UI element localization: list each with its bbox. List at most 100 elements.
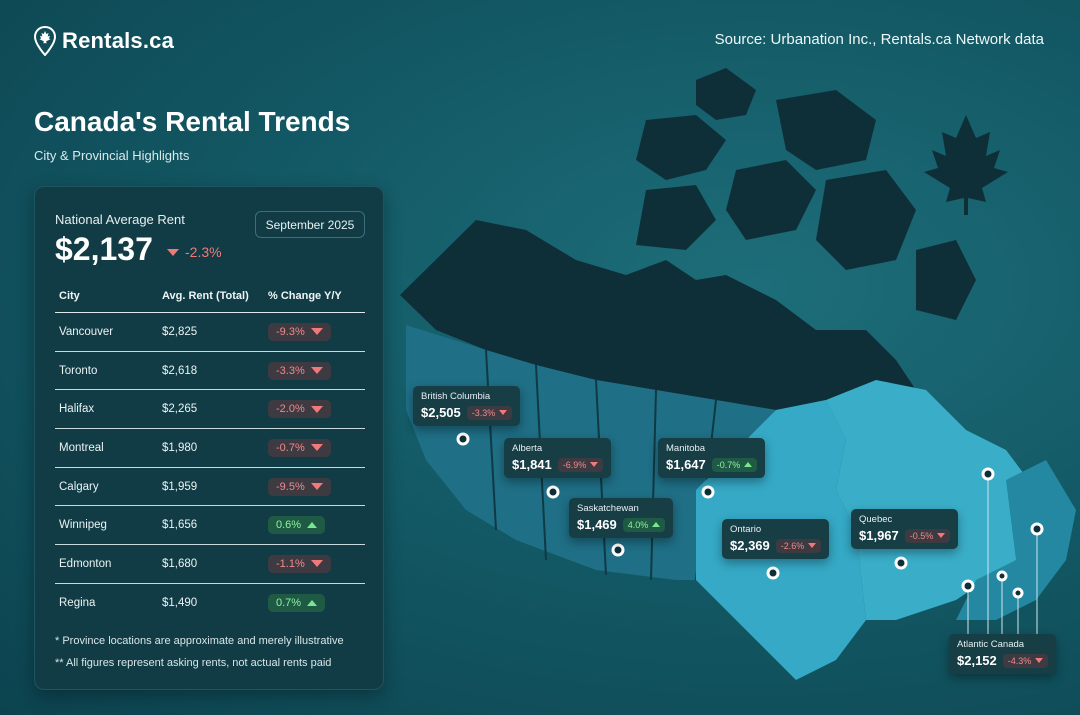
province-change-badge: 4.0% xyxy=(622,517,666,532)
province-rent: $2,369 xyxy=(730,538,770,553)
province-card-quebec[interactable]: Quebec $1,967 -0.5% xyxy=(851,509,959,549)
change-cell: -9.3% xyxy=(268,322,365,341)
city-name: Montreal xyxy=(59,441,104,454)
quebec-shape xyxy=(826,380,1036,620)
province-card-ontario[interactable]: Ontario $2,369 -2.6% xyxy=(722,519,830,559)
city-name: Vancouver xyxy=(59,325,114,338)
province-name: Alberta xyxy=(512,443,543,454)
pin-atlantic-2[interactable] xyxy=(1030,522,1044,536)
province-change-badge: -3.3% xyxy=(466,405,513,420)
province-name: Atlantic Canada xyxy=(957,639,1025,650)
pin-saskatchewan[interactable] xyxy=(611,543,625,557)
province-values: $2,152 -4.3% xyxy=(957,653,1049,668)
province-values: $1,647 -0.7% xyxy=(666,457,758,472)
header-city: City xyxy=(59,289,80,302)
table-header: City Avg. Rent (Total) % Change Y/Y xyxy=(55,279,365,313)
down-arrow-icon xyxy=(499,410,508,415)
national-change-value: -2.3% xyxy=(185,244,222,260)
province-values: $2,369 -2.6% xyxy=(730,538,822,553)
header-change: % Change Y/Y xyxy=(268,289,342,302)
province-rent: $2,152 xyxy=(957,653,997,668)
source-note: Source: Urbanation Inc., Rentals.ca Netw… xyxy=(714,31,1044,48)
change-cell: 0.6% xyxy=(268,516,365,535)
pin-ontario[interactable] xyxy=(766,566,780,580)
city-rent-table: City Avg. Rent (Total) % Change Y/Y Vanc… xyxy=(55,279,365,623)
province-values: $1,469 4.0% xyxy=(577,517,666,532)
pin-manitoba[interactable] xyxy=(701,485,715,499)
avg-rent: $1,680 xyxy=(162,557,198,570)
national-average-value: $2,137 xyxy=(55,231,153,267)
pin-atlantic-1[interactable] xyxy=(981,467,995,481)
map-pin-maple-leaf-icon xyxy=(34,26,56,56)
canada-map: British Columbia $2,505 -3.3% Alberta $1,841… xyxy=(396,60,1080,715)
national-change: -2.3% xyxy=(167,244,222,260)
down-arrow-icon xyxy=(808,543,817,548)
city-name: Edmonton xyxy=(59,557,112,570)
down-arrow-icon xyxy=(167,248,179,256)
brand-logo[interactable]: Rentals.ca xyxy=(34,26,174,56)
province-card-atlantic-canada[interactable]: Atlantic Canada $2,152 -4.3% xyxy=(949,634,1057,674)
province-values: $2,505 -3.3% xyxy=(421,405,513,420)
change-cell: -2.0% xyxy=(268,400,365,419)
page-title: Canada's Rental Trends xyxy=(34,106,351,137)
down-arrow-icon xyxy=(310,560,323,568)
avg-rent: $1,490 xyxy=(162,597,198,610)
province-change: -3.3% xyxy=(471,407,496,418)
footnote-1: * Province locations are approximate and… xyxy=(55,635,344,647)
avg-rent: $2,825 xyxy=(162,325,198,338)
province-card-saskatchewan[interactable]: Saskatchewan $1,469 4.0% xyxy=(569,498,674,538)
province-change-badge: -0.7% xyxy=(711,457,758,472)
down-arrow-icon xyxy=(1035,658,1044,663)
change-cell: -9.5% xyxy=(268,477,365,496)
province-change: -0.7% xyxy=(716,459,741,470)
change-badge: -3.3% xyxy=(268,361,331,380)
change-badge: -0.7% xyxy=(268,438,331,457)
header-avg-rent: Avg. Rent (Total) xyxy=(162,289,249,302)
pin-atlantic-4[interactable] xyxy=(996,570,1008,582)
change-value: -0.7% xyxy=(276,441,305,454)
change-badge: -2.0% xyxy=(268,400,331,419)
change-value: 0.7% xyxy=(276,597,302,610)
page-subtitle: City & Provincial Highlights xyxy=(34,148,190,163)
province-rent: $2,505 xyxy=(421,405,461,420)
province-rent: $1,469 xyxy=(577,517,617,532)
city-name: Regina xyxy=(59,597,96,610)
province-name: Ontario xyxy=(730,524,762,535)
down-arrow-icon xyxy=(310,444,323,452)
avg-rent: $2,265 xyxy=(162,403,198,416)
province-change-badge: -0.5% xyxy=(904,528,951,543)
up-arrow-icon xyxy=(307,600,318,607)
province-values: $1,967 -0.5% xyxy=(859,528,951,543)
change-badge: -1.1% xyxy=(268,554,331,573)
up-arrow-icon xyxy=(652,522,661,527)
pin-british-columbia[interactable] xyxy=(456,432,470,446)
change-cell: -0.7% xyxy=(268,438,365,457)
province-card-british-columbia[interactable]: British Columbia $2,505 -3.3% xyxy=(413,386,521,426)
table-row: Montreal $1,980 -0.7% xyxy=(55,429,365,468)
northern-territories-shape xyxy=(400,220,916,420)
province-name: British Columbia xyxy=(421,391,491,402)
province-rent: $1,841 xyxy=(512,457,552,472)
province-change: -0.5% xyxy=(909,530,934,541)
change-value: 0.6% xyxy=(276,519,302,532)
date-selector-button[interactable]: September 2025 xyxy=(255,211,365,238)
pin-quebec[interactable] xyxy=(894,556,908,570)
province-change: -6.9% xyxy=(562,459,587,470)
province-name: Saskatchewan xyxy=(577,503,639,514)
pin-alberta[interactable] xyxy=(546,485,560,499)
province-card-alberta[interactable]: Alberta $1,841 -6.9% xyxy=(504,438,612,478)
change-badge: -9.3% xyxy=(268,322,331,341)
change-badge: -9.5% xyxy=(268,477,331,496)
change-value: -1.1% xyxy=(276,557,305,570)
map-pins xyxy=(456,432,1044,599)
pin-atlantic-3[interactable] xyxy=(961,579,975,593)
atlantic-shape xyxy=(956,460,1076,620)
city-name: Calgary xyxy=(59,480,99,493)
national-average-label: National Average Rent xyxy=(55,212,185,227)
province-change-badge: -4.3% xyxy=(1002,653,1049,668)
province-card-manitoba[interactable]: Manitoba $1,647 -0.7% xyxy=(658,438,766,478)
city-name: Winnipeg xyxy=(59,519,107,532)
province-rent: $1,647 xyxy=(666,457,706,472)
pin-atlantic-5[interactable] xyxy=(1012,587,1024,599)
down-arrow-icon xyxy=(310,405,323,413)
